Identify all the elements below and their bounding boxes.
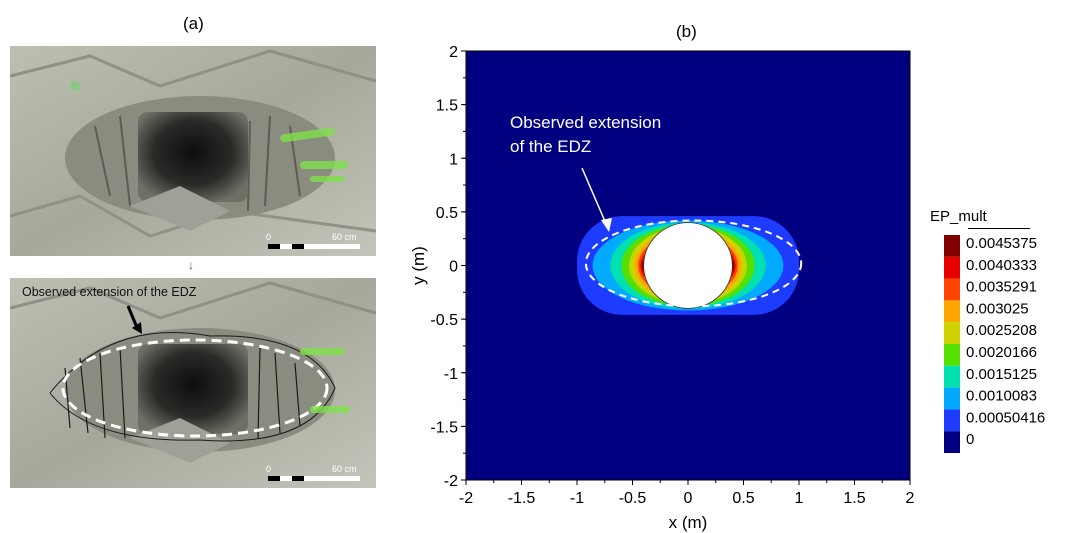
- legend-label: 0.0025208: [966, 322, 1037, 339]
- panel-a-label: (a): [183, 14, 204, 33]
- legend-title-underline: [968, 228, 1030, 229]
- legend-swatch: [944, 256, 960, 279]
- legend-label: 0.00050416: [966, 409, 1045, 426]
- legend-swatch: [944, 278, 960, 301]
- legend-swatch: [944, 365, 960, 388]
- y-tick-label: 2: [449, 44, 458, 61]
- tunnel-opening: [643, 222, 733, 309]
- legend-label: 0.0040333: [966, 257, 1037, 274]
- legend-label: 0.0010083: [966, 388, 1037, 405]
- legend-label: 0.0035291: [966, 279, 1037, 296]
- x-tick-label: 2: [906, 490, 915, 507]
- panel-a-annotation: Observed extension of the EDZ: [22, 285, 197, 299]
- y-tick-label: -2: [444, 473, 458, 490]
- annotation-line-1: of the EDZ: [510, 137, 591, 156]
- legend-swatch: [944, 409, 960, 432]
- x-tick-label: -1: [570, 490, 584, 507]
- scale-bar-end-2: 60 cm: [332, 464, 357, 474]
- legend-label: 0.0015125: [966, 366, 1037, 383]
- legend-swatch: [944, 344, 960, 366]
- legend-title: EP_mult: [930, 208, 987, 225]
- panel-b-label: (b): [676, 22, 697, 41]
- y-tick-label: -1.5: [430, 419, 458, 436]
- scale-bar-end: 60 cm: [332, 232, 357, 242]
- y-tick-label: -0.5: [430, 312, 458, 329]
- x-tick-label: -2: [459, 490, 473, 507]
- scale-bar-start: 0: [266, 232, 271, 242]
- observed-edz-outline: [584, 219, 803, 308]
- tunnel-photo-bottom: 0 60 cm: [10, 278, 376, 488]
- legend-swatch: [944, 322, 960, 344]
- x-tick-label: 1.5: [843, 490, 865, 507]
- x-tick-label: -0.5: [619, 490, 647, 507]
- annotation-arrowhead: [601, 218, 612, 232]
- x-tick-label: 0.5: [732, 490, 754, 507]
- y-tick-label: -1: [444, 366, 458, 383]
- legend-label: 0.003025: [966, 300, 1029, 317]
- observed-edz-outline-photo: [61, 338, 329, 438]
- tunnel-photo-top: 0 60 cm: [10, 46, 376, 256]
- legend-swatch: [944, 387, 960, 410]
- scale-bar-start-2: 0: [266, 464, 271, 474]
- legend-label: 0.0020166: [966, 344, 1037, 361]
- x-tick-label: -1.5: [508, 490, 536, 507]
- legend-label: 0.0045375: [966, 235, 1037, 252]
- y-tick-label: 0.5: [436, 205, 458, 222]
- y-tick-label: 0: [449, 259, 458, 276]
- legend-swatch: [944, 300, 960, 323]
- annotation-arrow: [581, 167, 608, 227]
- legend-label: 0: [966, 431, 974, 448]
- down-arrow-icon: ↓: [188, 258, 194, 272]
- x-axis-label: x (m): [669, 513, 708, 532]
- y-tick-label: 1: [449, 151, 458, 168]
- x-tick-label: 0: [684, 490, 693, 507]
- y-axis-label: y (m): [409, 246, 428, 285]
- x-tick-label: 1: [795, 490, 804, 507]
- legend-swatch: [944, 235, 960, 257]
- annotation-line-0: Observed extension: [510, 113, 661, 132]
- legend-swatch: [944, 431, 960, 453]
- y-tick-label: 1.5: [436, 98, 458, 115]
